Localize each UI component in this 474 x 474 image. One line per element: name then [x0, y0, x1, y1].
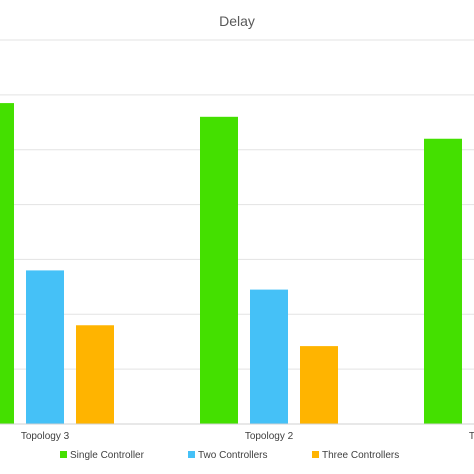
- bar: [300, 346, 338, 424]
- legend-swatch: [60, 451, 67, 458]
- legend-swatch: [188, 451, 195, 458]
- legend-swatch: [312, 451, 319, 458]
- x-tick-label: Topology 3: [21, 431, 70, 442]
- legend-item[interactable]: Two Controllers: [188, 450, 267, 461]
- bar: [250, 289, 288, 424]
- bar: [0, 103, 14, 424]
- chart-title: Delay: [219, 13, 255, 29]
- x-tick-labels: Topology 3 Topology 2 Topology 1: [21, 431, 474, 442]
- bar: [76, 325, 114, 424]
- legend[interactable]: Single Controller Two Controllers Three Co…: [60, 450, 399, 461]
- legend-label: Single Controller: [70, 450, 145, 461]
- legend-item[interactable]: Three Controllers: [312, 450, 399, 461]
- legend-label: Three Controllers: [322, 450, 399, 461]
- bar: [200, 116, 238, 425]
- bar: [424, 138, 462, 424]
- legend-label: Two Controllers: [198, 450, 267, 461]
- bar: [26, 270, 64, 424]
- x-tick-label: Topology 2: [245, 431, 294, 442]
- legend-item[interactable]: Single Controller: [60, 450, 145, 461]
- bars: [0, 103, 462, 425]
- x-tick-label: Topology 1: [469, 431, 474, 442]
